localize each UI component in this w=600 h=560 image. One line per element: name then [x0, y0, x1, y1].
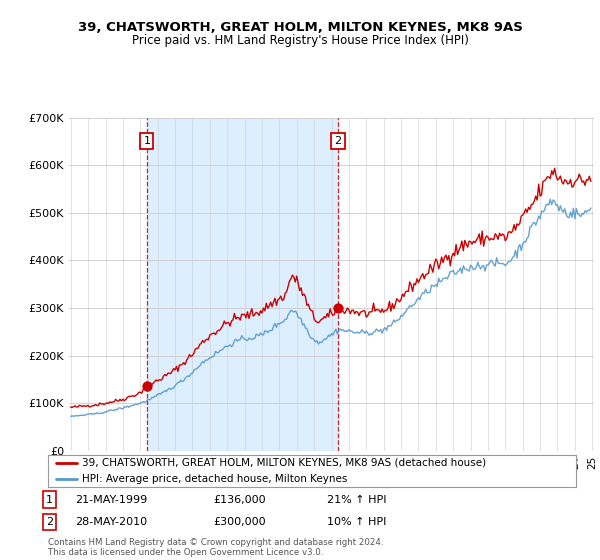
Point — [334, 304, 343, 312]
Text: Contains HM Land Registry data © Crown copyright and database right 2024.
This d: Contains HM Land Registry data © Crown c… — [48, 538, 383, 557]
Text: 2: 2 — [335, 136, 341, 146]
Text: 28-MAY-2010: 28-MAY-2010 — [75, 517, 147, 527]
Bar — [147, 118, 338, 451]
Text: 21% ↑ HPI: 21% ↑ HPI — [327, 494, 386, 505]
Text: £300,000: £300,000 — [213, 517, 266, 527]
Text: 10% ↑ HPI: 10% ↑ HPI — [327, 517, 386, 527]
Text: £136,000: £136,000 — [213, 494, 266, 505]
Point — [142, 381, 152, 390]
Text: 2: 2 — [46, 517, 53, 527]
Text: 39, CHATSWORTH, GREAT HOLM, MILTON KEYNES, MK8 9AS (detached house): 39, CHATSWORTH, GREAT HOLM, MILTON KEYNE… — [82, 458, 487, 468]
Text: Price paid vs. HM Land Registry's House Price Index (HPI): Price paid vs. HM Land Registry's House … — [131, 34, 469, 46]
Text: 39, CHATSWORTH, GREAT HOLM, MILTON KEYNES, MK8 9AS: 39, CHATSWORTH, GREAT HOLM, MILTON KEYNE… — [77, 21, 523, 34]
Text: 1: 1 — [46, 494, 53, 505]
Text: 1: 1 — [143, 136, 151, 146]
Text: HPI: Average price, detached house, Milton Keynes: HPI: Average price, detached house, Milt… — [82, 474, 347, 484]
Text: 21-MAY-1999: 21-MAY-1999 — [75, 494, 147, 505]
